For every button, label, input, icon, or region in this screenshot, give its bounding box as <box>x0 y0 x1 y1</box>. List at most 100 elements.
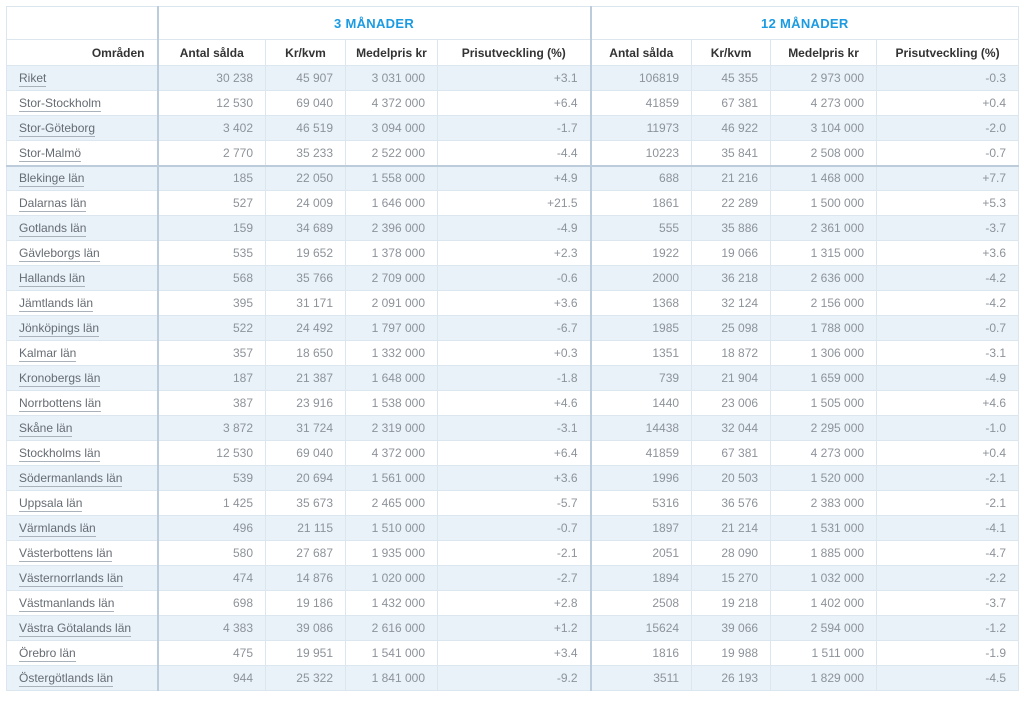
cell-antal-salda-12m: 1440 <box>589 390 693 416</box>
cell-prisutveckling-3m: -0.6 <box>436 265 592 291</box>
cell-kr-kvm-12m: 19 066 <box>691 240 772 266</box>
area-link[interactable]: Gotlands län <box>19 221 87 237</box>
table-row: Värmlands län 496 21 115 1 510 000 -0.7 … <box>6 515 1020 541</box>
cell-medelpris-12m: 2 383 000 <box>770 490 878 516</box>
area-link[interactable]: Stor-Malmö <box>19 145 82 162</box>
area-link[interactable]: Kalmar län <box>19 346 77 362</box>
cell-medelpris-12m: 2 156 000 <box>770 290 878 316</box>
price-statistics-table: 3 MÅNADER 12 MÅNADER Områden Antal sålda… <box>6 6 1020 691</box>
cell-medelpris-3m: 1 432 000 <box>345 590 438 616</box>
cell-kr-kvm-3m: 35 766 <box>265 265 346 291</box>
column-header-antal-salda-3m: Antal sålda <box>156 39 266 66</box>
cell-antal-salda-3m: 2 770 <box>156 140 266 166</box>
cell-kr-kvm-12m: 67 381 <box>691 90 772 116</box>
cell-kr-kvm-3m: 14 876 <box>265 565 346 591</box>
area-link[interactable]: Värmlands län <box>19 521 96 537</box>
cell-medelpris-12m: 1 511 000 <box>770 640 878 666</box>
table-row: Västmanlands län 698 19 186 1 432 000 +2… <box>6 590 1020 616</box>
area-link[interactable]: Blekinge län <box>19 171 85 188</box>
cell-kr-kvm-12m: 22 289 <box>691 190 772 216</box>
table-row: Västra Götalands län 4 383 39 086 2 616 … <box>6 615 1020 641</box>
cell-kr-kvm-3m: 21 115 <box>265 515 346 541</box>
area-link[interactable]: Stockholms län <box>19 446 101 462</box>
cell-medelpris-3m: 1 541 000 <box>345 640 438 666</box>
area-link[interactable]: Hallands län <box>19 271 86 287</box>
group-header-row: 3 MÅNADER 12 MÅNADER <box>6 6 1020 40</box>
cell-antal-salda-3m: 387 <box>156 390 266 416</box>
cell-kr-kvm-12m: 39 066 <box>691 615 772 641</box>
cell-kr-kvm-12m: 28 090 <box>691 540 772 566</box>
area-link[interactable]: Södermanlands län <box>19 471 123 487</box>
area-link[interactable]: Skåne län <box>19 421 73 437</box>
table-row: Östergötlands län 944 25 322 1 841 000 -… <box>6 665 1020 691</box>
cell-prisutveckling-3m: +2.3 <box>436 240 592 266</box>
cell-kr-kvm-12m: 19 988 <box>691 640 772 666</box>
area-link[interactable]: Riket <box>19 71 47 87</box>
cell-prisutveckling-3m: +3.6 <box>436 465 592 491</box>
cell-medelpris-12m: 1 032 000 <box>770 565 878 591</box>
cell-kr-kvm-3m: 35 673 <box>265 490 346 516</box>
area-link[interactable]: Stor-Göteborg <box>19 121 96 137</box>
cell-antal-salda-12m: 5316 <box>589 490 693 516</box>
cell-medelpris-3m: 1 648 000 <box>345 365 438 391</box>
cell-prisutveckling-3m: -4.4 <box>436 140 592 166</box>
area-link[interactable]: Kronobergs län <box>19 371 101 387</box>
cell-kr-kvm-3m: 39 086 <box>265 615 346 641</box>
cell-prisutveckling-12m: +0.4 <box>876 440 1020 466</box>
cell-antal-salda-3m: 12 530 <box>156 440 266 466</box>
cell-medelpris-3m: 3 031 000 <box>345 65 438 91</box>
area-link[interactable]: Jönköpings län <box>19 321 100 337</box>
cell-medelpris-12m: 1 531 000 <box>770 515 878 541</box>
area-link[interactable]: Örebro län <box>19 646 76 662</box>
cell-antal-salda-12m: 1996 <box>589 465 693 491</box>
area-link[interactable]: Västerbottens län <box>19 546 113 562</box>
cell-prisutveckling-3m: -4.9 <box>436 215 592 241</box>
cell-antal-salda-12m: 555 <box>589 215 693 241</box>
cell-kr-kvm-3m: 27 687 <box>265 540 346 566</box>
cell-kr-kvm-12m: 21 216 <box>691 164 772 191</box>
cell-antal-salda-12m: 1922 <box>589 240 693 266</box>
cell-prisutveckling-3m: +2.8 <box>436 590 592 616</box>
column-header-row: Områden Antal sålda Kr/kvm Medelpris kr … <box>6 39 1020 66</box>
table-row: Stockholms län 12 530 69 040 4 372 000 +… <box>6 440 1020 466</box>
table-row: Uppsala län 1 425 35 673 2 465 000 -5.7 … <box>6 490 1020 516</box>
area-link[interactable]: Västmanlands län <box>19 596 115 612</box>
cell-prisutveckling-3m: -0.7 <box>436 515 592 541</box>
area-link[interactable]: Västernorrlands län <box>19 571 124 587</box>
cell-prisutveckling-12m: -1.2 <box>876 615 1020 641</box>
cell-prisutveckling-12m: -4.5 <box>876 665 1020 691</box>
cell-antal-salda-12m: 1351 <box>589 340 693 366</box>
area-link[interactable]: Norrbottens län <box>19 396 102 412</box>
cell-kr-kvm-12m: 23 006 <box>691 390 772 416</box>
area-link[interactable]: Uppsala län <box>19 496 83 512</box>
cell-kr-kvm-12m: 26 193 <box>691 665 772 691</box>
cell-antal-salda-3m: 568 <box>156 265 266 291</box>
cell-kr-kvm-12m: 46 922 <box>691 115 772 141</box>
cell-prisutveckling-3m: +4.6 <box>436 390 592 416</box>
area-link[interactable]: Gävleborgs län <box>19 246 100 262</box>
cell-medelpris-12m: 1 468 000 <box>770 164 878 191</box>
cell-prisutveckling-3m: +21.5 <box>436 190 592 216</box>
cell-antal-salda-12m: 1861 <box>589 190 693 216</box>
cell-prisutveckling-3m: +3.4 <box>436 640 592 666</box>
area-link[interactable]: Västra Götalands län <box>19 621 132 637</box>
cell-prisutveckling-3m: +1.2 <box>436 615 592 641</box>
cell-antal-salda-12m: 10223 <box>589 140 693 166</box>
column-header-omraden: Områden <box>6 39 158 66</box>
cell-antal-salda-3m: 3 872 <box>156 415 266 441</box>
cell-kr-kvm-12m: 20 503 <box>691 465 772 491</box>
cell-prisutveckling-12m: -2.1 <box>876 490 1020 516</box>
table-row: Stor-Malmö 2 770 35 233 2 522 000 -4.4 1… <box>6 140 1020 166</box>
group-header-3-months: 3 MÅNADER <box>156 6 592 40</box>
area-link[interactable]: Dalarnas län <box>19 196 87 212</box>
table-row: Stor-Göteborg 3 402 46 519 3 094 000 -1.… <box>6 115 1020 141</box>
cell-prisutveckling-3m: -5.7 <box>436 490 592 516</box>
area-link[interactable]: Stor-Stockholm <box>19 96 102 112</box>
cell-medelpris-3m: 1 378 000 <box>345 240 438 266</box>
cell-prisutveckling-12m: +5.3 <box>876 190 1020 216</box>
cell-antal-salda-3m: 357 <box>156 340 266 366</box>
area-link[interactable]: Jämtlands län <box>19 296 94 312</box>
cell-medelpris-12m: 3 104 000 <box>770 115 878 141</box>
cell-medelpris-12m: 4 273 000 <box>770 90 878 116</box>
area-link[interactable]: Östergötlands län <box>19 671 114 687</box>
